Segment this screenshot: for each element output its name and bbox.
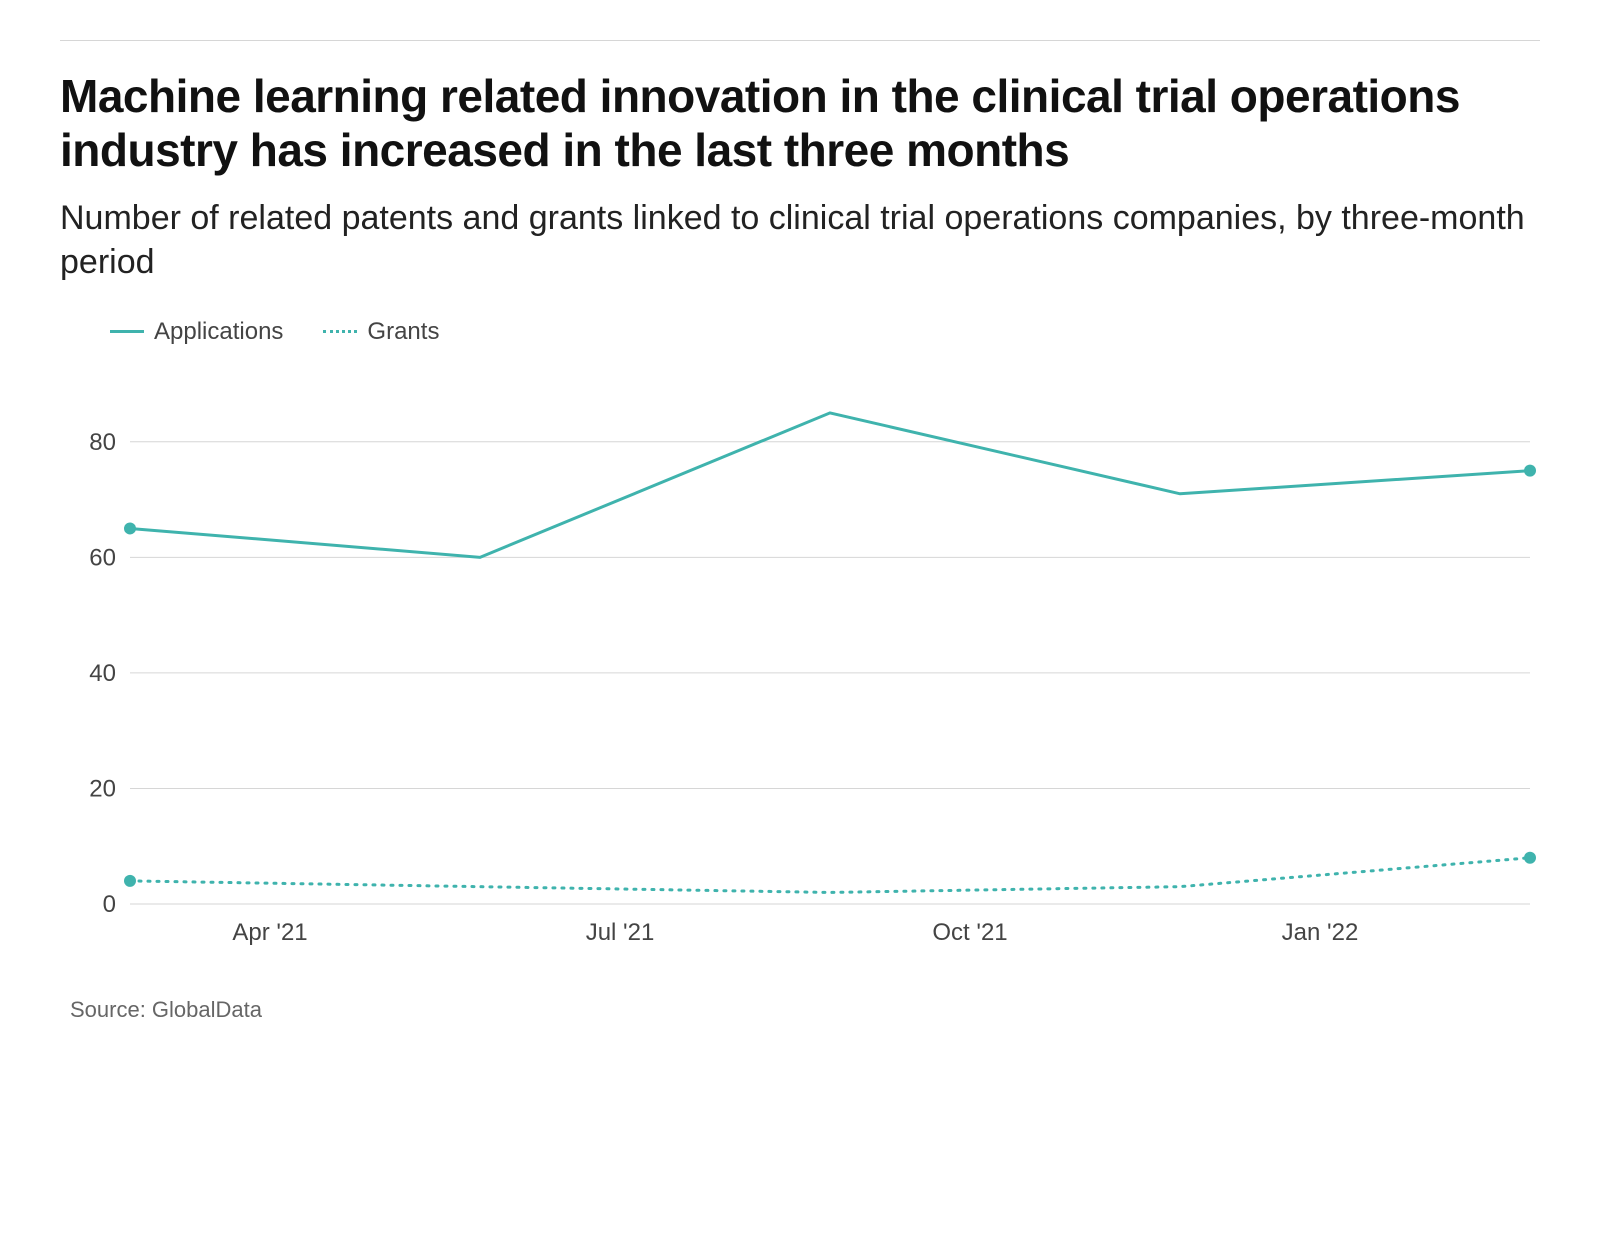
series-marker <box>1524 465 1536 477</box>
legend-item-applications: Applications <box>110 318 283 346</box>
x-tick-label: Jul '21 <box>586 919 655 946</box>
top-divider <box>60 40 1540 41</box>
chart-title: Machine learning related innovation in t… <box>60 69 1540 178</box>
legend-label: Grants <box>367 318 439 346</box>
legend-item-grants: Grants <box>323 318 439 346</box>
line-chart-svg: 0 20 40 60 80 Apr '21 Jul '21 Oct '21 Jan '22 <box>60 364 1540 974</box>
y-tick-label: 20 <box>89 775 116 802</box>
y-tick-label: 80 <box>89 429 116 456</box>
x-tick-label: Oct '21 <box>932 919 1007 946</box>
y-tick-label: 40 <box>89 660 116 687</box>
x-tick-label: Jan '22 <box>1282 919 1359 946</box>
y-tick-label: 0 <box>103 891 116 918</box>
legend-label: Applications <box>154 318 283 346</box>
legend-swatch-dotted <box>323 330 357 333</box>
series-grants <box>130 858 1530 893</box>
series-applications <box>130 413 1530 557</box>
source-line: Source: GlobalData <box>70 997 1600 1023</box>
legend: Applications Grants <box>110 318 1600 346</box>
series-marker <box>1524 852 1536 864</box>
legend-swatch-solid <box>110 330 144 333</box>
chart-subtitle: Number of related patents and grants lin… <box>60 196 1540 284</box>
series-marker <box>124 522 136 534</box>
chart-area: 0 20 40 60 80 Apr '21 Jul '21 Oct '21 Jan '22 <box>60 364 1540 979</box>
x-tick-label: Apr '21 <box>232 919 307 946</box>
series-marker <box>124 875 136 887</box>
y-tick-label: 60 <box>89 544 116 571</box>
